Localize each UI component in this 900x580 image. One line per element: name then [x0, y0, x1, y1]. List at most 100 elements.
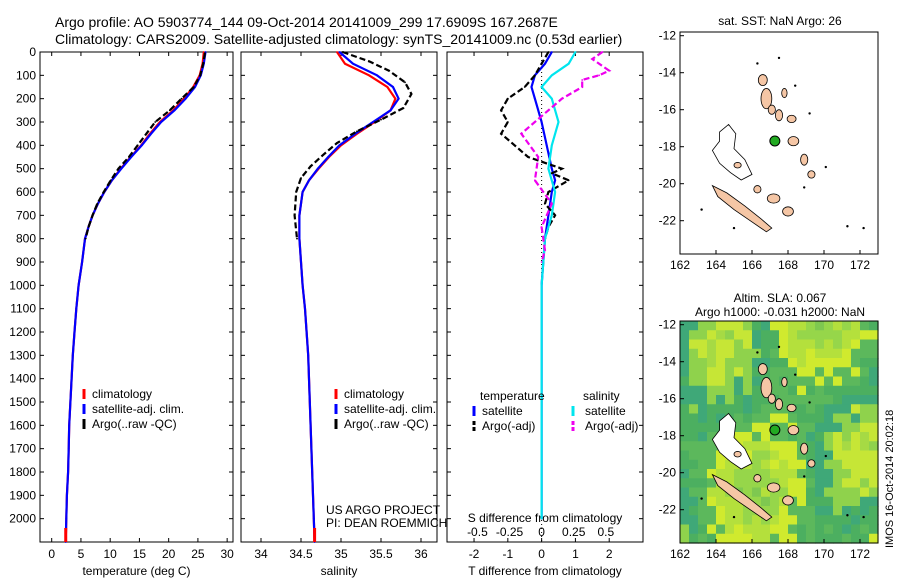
x-tick-label: 35.5 [369, 547, 393, 561]
data-point [322, 153, 325, 156]
sla-cell [698, 404, 708, 415]
sla-cell [725, 385, 735, 396]
sla-cell [770, 432, 780, 442]
sla-cell [752, 450, 762, 461]
sla-cell [716, 348, 726, 359]
data-point [67, 447, 70, 450]
data-point [574, 51, 577, 53]
sla-cell [779, 422, 789, 433]
lon-tick-label: 164 [706, 258, 726, 272]
data-point [410, 93, 413, 95]
sla-cell [698, 348, 708, 359]
sla-cell [788, 330, 798, 341]
sla-cell [725, 321, 735, 331]
sla-cell [815, 367, 825, 378]
sla-cell [689, 385, 699, 396]
sla-cell [842, 487, 852, 498]
sla-cell [734, 524, 744, 535]
data-point [533, 97, 536, 100]
island [733, 162, 742, 169]
sla-cell [707, 487, 717, 498]
sla-cell [743, 395, 753, 405]
data-point [338, 51, 341, 53]
data-point [68, 424, 71, 427]
sla-cell [680, 404, 690, 415]
sla-cell [860, 422, 870, 433]
sla-cell [869, 339, 879, 350]
sla-cell [860, 321, 870, 331]
sla-cell [689, 348, 699, 359]
sla-cell [788, 413, 798, 424]
sla-cell [860, 330, 870, 341]
sla-cell [689, 496, 699, 507]
data-point [550, 172, 553, 175]
lat-tick-label: -22 [659, 214, 677, 228]
sla-cell [680, 533, 690, 544]
y-tick-label: 500 [16, 162, 36, 176]
sla-cell [707, 330, 717, 341]
sla-cell [788, 321, 798, 331]
sla-cell [761, 422, 771, 433]
x-tick-label: 34.5 [289, 547, 313, 561]
sla-cell [779, 469, 789, 479]
data-point [160, 121, 162, 123]
data-point [308, 401, 311, 403]
data-point [376, 74, 378, 77]
islet [846, 225, 849, 228]
sla-cell [734, 515, 744, 526]
lon-tick-label: 166 [742, 547, 762, 561]
sla-cell [788, 441, 798, 452]
island [767, 393, 776, 404]
sla-cell [851, 469, 861, 479]
sla-cell [842, 330, 852, 341]
lon-tick-label: 170 [814, 258, 834, 272]
sla-cell [824, 413, 834, 424]
data-point [312, 517, 315, 520]
data-point [540, 261, 543, 263]
sla-cell [824, 533, 834, 544]
sla-cell [698, 450, 708, 461]
sla-cell [815, 450, 825, 461]
sla-cell [851, 432, 861, 442]
sla-cell [815, 533, 825, 544]
sla-cell [788, 358, 798, 368]
sla-cell [743, 367, 753, 378]
x-tick-label: 35 [334, 547, 348, 561]
sla-cell [689, 339, 699, 350]
sla-cell [797, 432, 807, 442]
x-tick-label: 20 [162, 547, 176, 561]
sla-cell [680, 395, 690, 405]
sla-cell [833, 441, 843, 452]
legend-label: satellite [482, 404, 523, 418]
data-point [311, 471, 314, 473]
data-point [109, 179, 112, 182]
data-point [394, 97, 397, 100]
sla-cell [869, 367, 879, 378]
sla-cell [842, 459, 852, 470]
sla-cell [743, 422, 753, 433]
sla-cell [860, 450, 870, 461]
sst-map-title: sat. SST: NaN Argo: 26 [718, 14, 842, 28]
data-point [581, 79, 584, 81]
islet [862, 515, 865, 519]
sla-cell [842, 450, 852, 461]
data-point [309, 424, 312, 427]
sla-cell [707, 441, 717, 452]
data-point [397, 97, 400, 100]
sla-cell [752, 487, 762, 498]
x-tick-label: 15 [133, 547, 147, 561]
sla-cell [761, 358, 771, 368]
sla-cell [833, 478, 843, 489]
sla-cell [869, 413, 879, 424]
sla-cell [869, 348, 879, 359]
sla-cell [698, 496, 708, 507]
y-tick-label: 700 [16, 208, 36, 222]
sla-cell [815, 506, 825, 516]
lon-tick-label: 170 [814, 547, 834, 561]
sla-cell [842, 358, 852, 368]
island [781, 377, 788, 388]
sla-cell [797, 376, 807, 387]
sla-cell [842, 422, 852, 433]
sla-cell [824, 506, 834, 516]
